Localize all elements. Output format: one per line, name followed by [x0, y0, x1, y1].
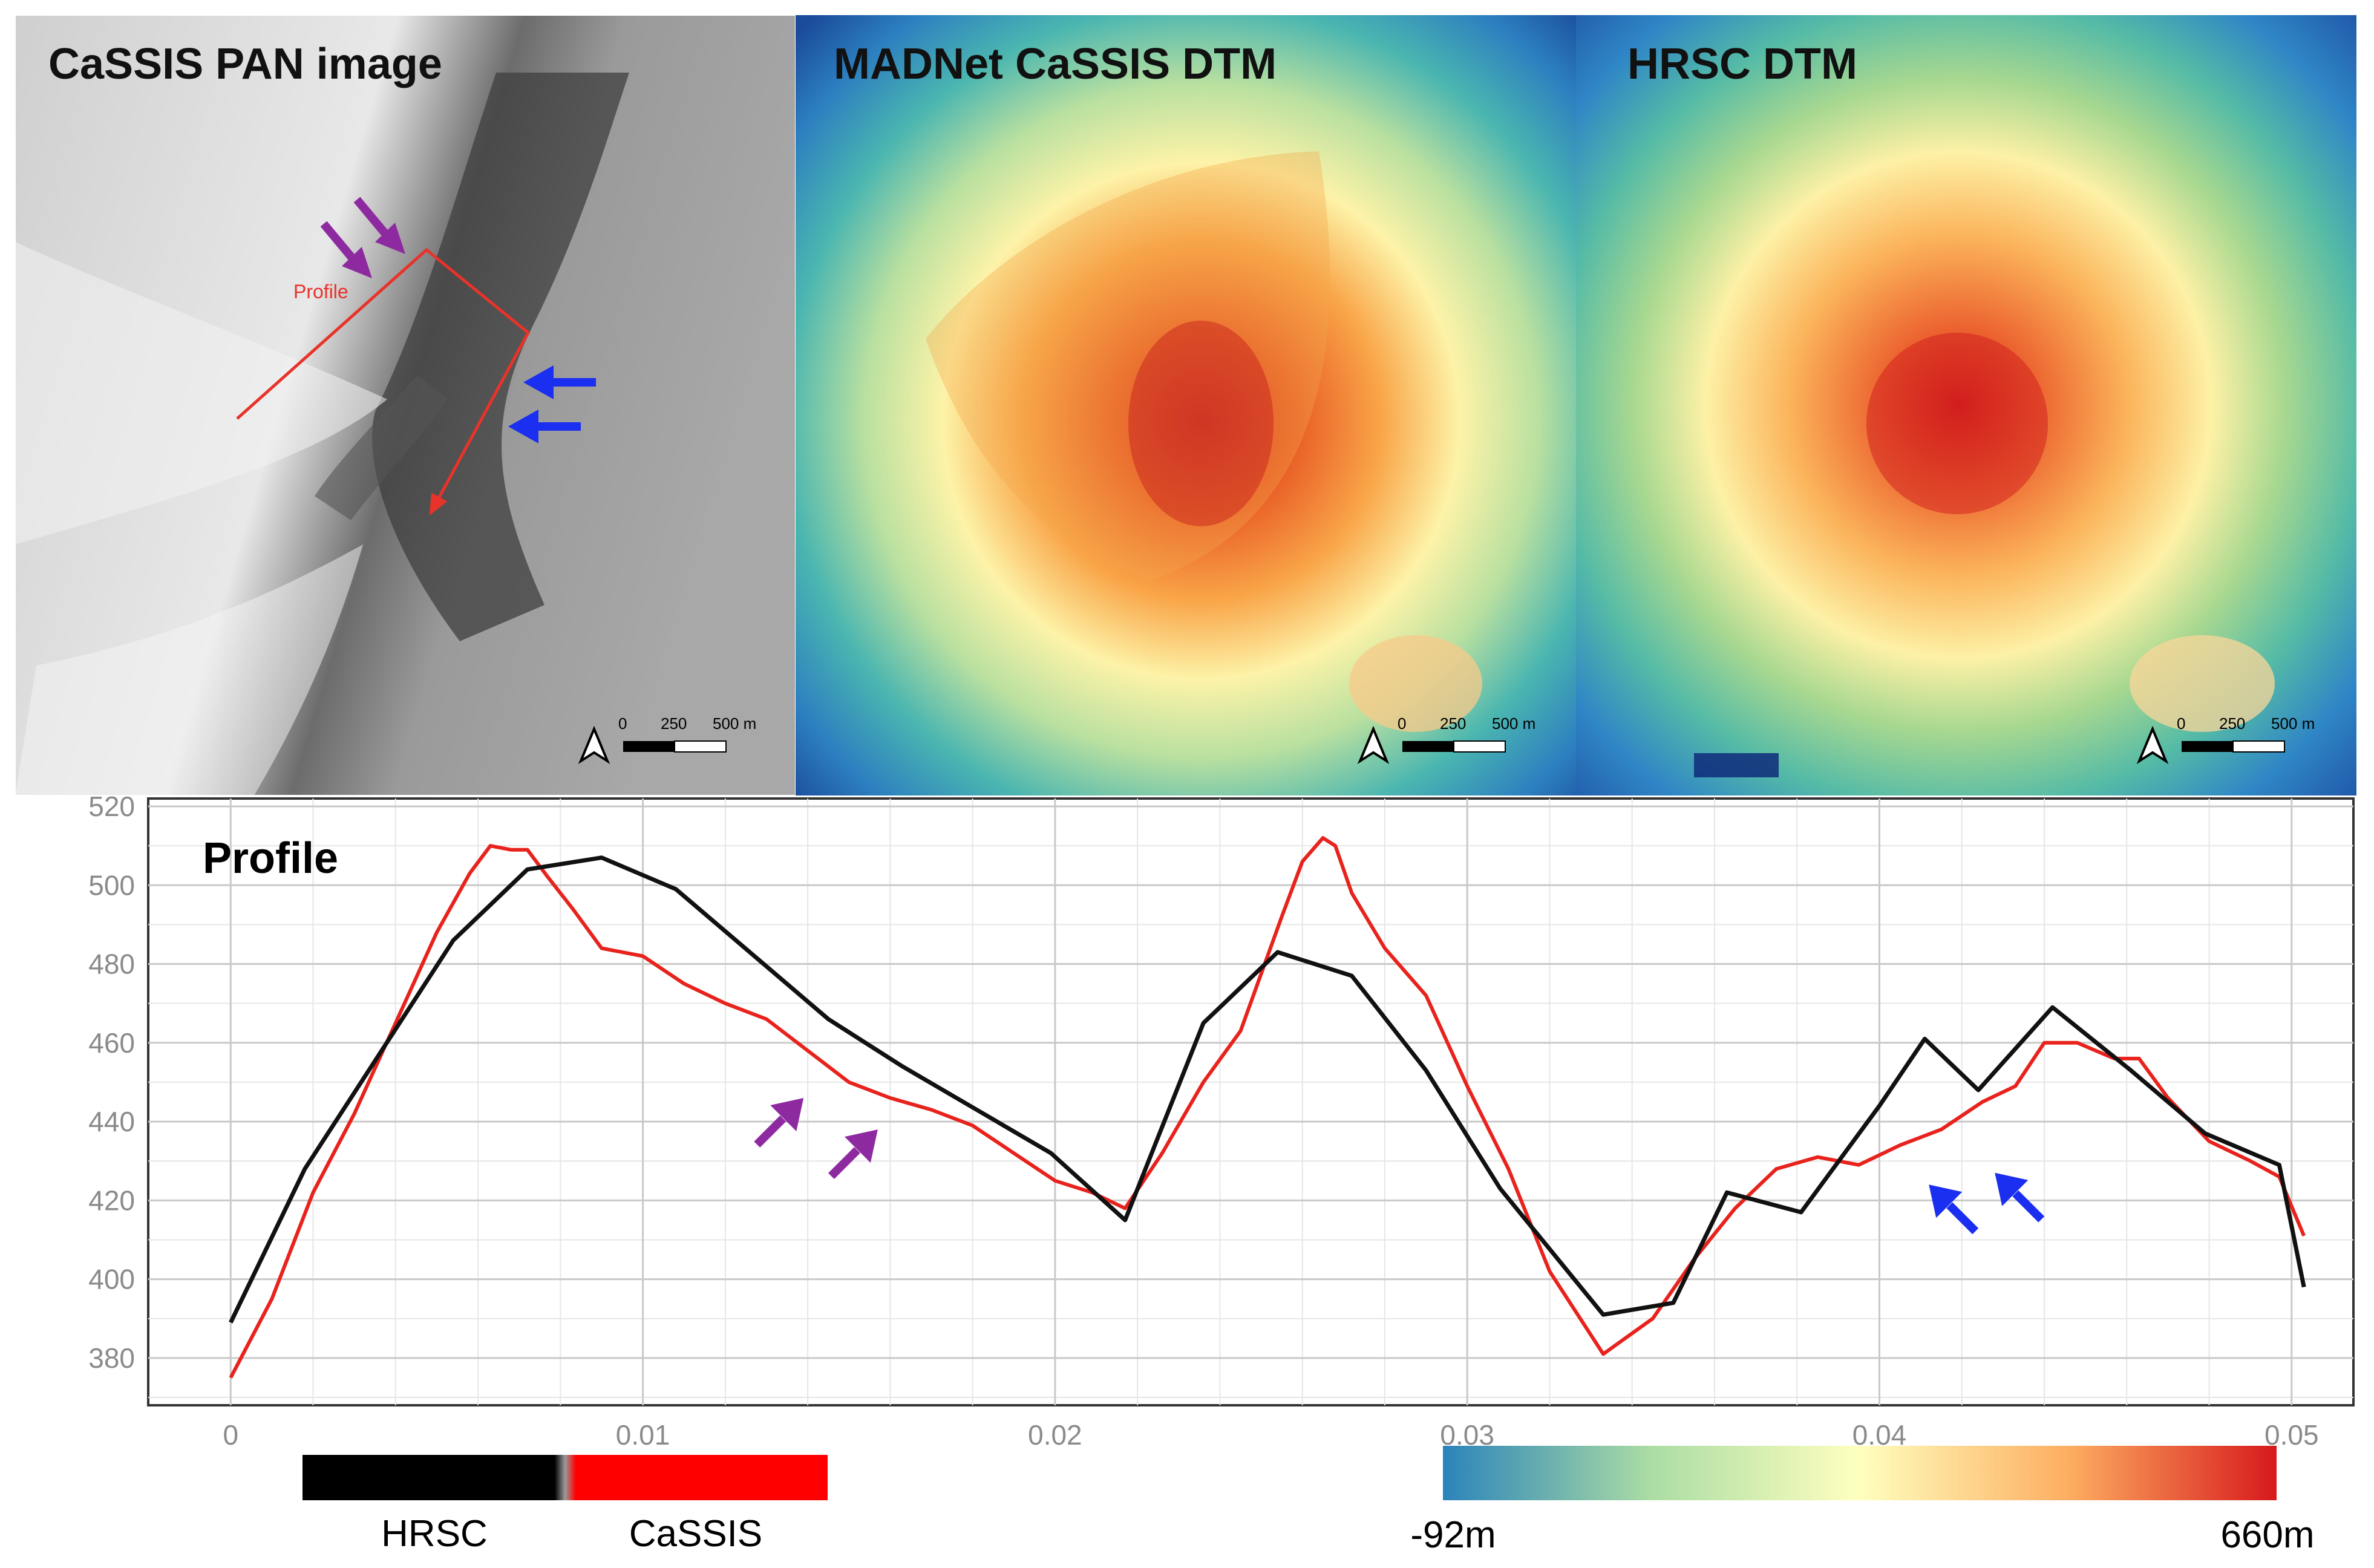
scale-label-500: 500 m	[1492, 714, 1535, 733]
blue-arrow	[1929, 1184, 1979, 1235]
x-tick-label: 0.04	[1852, 1419, 1907, 1451]
purple-arrow-shaft	[320, 221, 358, 263]
x-tick-label: 0	[223, 1419, 238, 1451]
madnet-small-mound	[1349, 635, 1482, 732]
hrsc-dtm-panel: HRSC DTM 0 250 500 m	[1576, 15, 2356, 795]
legend-hrsc-label: HRSC	[381, 1513, 488, 1555]
series-legend: HRSC CaSSIS	[302, 1455, 828, 1555]
pan-purple-arrows	[320, 197, 405, 278]
pan-panel-title: CaSSIS PAN image	[48, 40, 442, 88]
madnet-summit-core	[1128, 321, 1274, 526]
y-tick-label: 420	[88, 1184, 135, 1216]
y-tick-label: 460	[88, 1027, 135, 1059]
pan-image-panel: Profile CaSSIS PAN image 0 250 500 m	[15, 15, 796, 796]
madnet-panel-title: MADNet CaSSIS DTM	[834, 40, 1277, 88]
purple-arrow	[828, 1129, 878, 1180]
scale-label-500: 500 m	[713, 714, 756, 733]
arrow-head	[1929, 1184, 1963, 1218]
profile-path-label: Profile	[293, 281, 348, 302]
y-tick-label: 400	[88, 1264, 135, 1295]
series-line-hrsc	[229, 855, 2306, 1324]
scale-label-500: 500 m	[2271, 714, 2315, 733]
y-tick-label: 500	[88, 869, 135, 901]
pan-blue-arrows	[508, 365, 596, 443]
scale-label-250: 250	[2219, 714, 2245, 733]
purple-arrow-head	[342, 247, 372, 278]
pan-scale-bar: 0 250 500 m	[618, 714, 756, 753]
legend-cassis-label: CaSSIS	[629, 1513, 763, 1555]
scale-bar-black	[2182, 741, 2233, 752]
pan-north-arrow	[578, 725, 610, 765]
colorbar-gradient	[1443, 1446, 2277, 1500]
madnet-north-arrow	[1357, 725, 1390, 765]
purple-arrow-head	[375, 223, 405, 254]
scale-label-0: 0	[618, 714, 627, 733]
hrsc-north-arrow	[2136, 725, 2169, 765]
scale-bar-black	[1402, 741, 1454, 752]
scale-label-0: 0	[2177, 714, 2185, 733]
madnet-summit-plateau	[926, 151, 1330, 581]
purple-arrow-shaft	[353, 197, 391, 239]
hrsc-small-mound	[2130, 635, 2275, 732]
arrow-shaft	[1946, 1202, 1979, 1235]
series-legend-swatch	[302, 1455, 828, 1500]
north-arrow-icon	[2136, 725, 2169, 765]
madnet-dtm-panel: MADNet CaSSIS DTM 0 250 500 m	[796, 15, 1576, 795]
scale-label-0: 0	[1398, 714, 1406, 733]
profile-chart: 0 0.01 0.02 0.03 0.04 0.05 380 400 420 440 460 480 5…	[88, 791, 2355, 1451]
profile-path-line	[236, 247, 531, 516]
scale-bar-white	[674, 740, 727, 753]
colorbar-max-label: 660m	[2220, 1514, 2314, 1556]
y-tick-label: 480	[88, 949, 135, 980]
y-tick-label: 440	[88, 1106, 135, 1137]
purple-arrow	[754, 1097, 804, 1148]
arrow-head	[770, 1097, 804, 1131]
scale-bar-white	[1453, 740, 1506, 753]
hrsc-summit-core	[1866, 333, 2048, 514]
arrow-head	[1995, 1172, 2029, 1206]
pan-dark-ridge	[315, 375, 448, 520]
scale-bar-black	[623, 741, 675, 752]
colorbar-min-label: -92m	[1410, 1514, 1496, 1556]
blue-arrow-head	[508, 410, 538, 443]
scale-bar-white	[2232, 740, 2285, 753]
chart-annotations	[754, 1097, 2045, 1235]
x-tick-label: 0.02	[1028, 1419, 1082, 1451]
madnet-scale-bar: 0 250 500 m	[1398, 714, 1535, 753]
blue-arrow-head	[523, 365, 554, 399]
arrow-shaft	[754, 1116, 786, 1148]
arrow-shaft	[828, 1147, 860, 1180]
pan-bright-flow	[15, 242, 387, 544]
pan-bright-fan	[15, 544, 363, 795]
elevation-colorbar: -92m 660m	[1410, 1446, 2315, 1556]
scale-label-250: 250	[661, 714, 687, 733]
x-tick-label: 0.03	[1440, 1419, 1494, 1451]
blue-arrow	[1995, 1172, 2045, 1223]
x-tick-label: 0.01	[616, 1419, 670, 1451]
chart-title: Profile	[203, 834, 338, 883]
arrow-shaft	[2012, 1190, 2045, 1223]
north-arrow-icon	[578, 725, 610, 765]
arrow-head	[844, 1129, 878, 1163]
chart-tick-labels: 0 0.01 0.02 0.03 0.04 0.05 380 400 420 440 460 480 5…	[88, 791, 2318, 1451]
chart-series	[229, 836, 2306, 1379]
hrsc-scale-bar: 0 250 500 m	[2177, 714, 2315, 753]
y-tick-label: 380	[88, 1342, 135, 1374]
chart-plot-frame	[147, 797, 2355, 1406]
scale-label-250: 250	[1440, 714, 1466, 733]
hrsc-low-pixel-block	[1694, 753, 1779, 777]
hrsc-panel-title: HRSC DTM	[1627, 40, 1857, 88]
chart-grid	[148, 799, 2353, 1405]
north-arrow-icon	[1357, 725, 1390, 765]
y-tick-label: 520	[88, 791, 135, 822]
x-tick-label: 0.05	[2264, 1419, 2319, 1451]
